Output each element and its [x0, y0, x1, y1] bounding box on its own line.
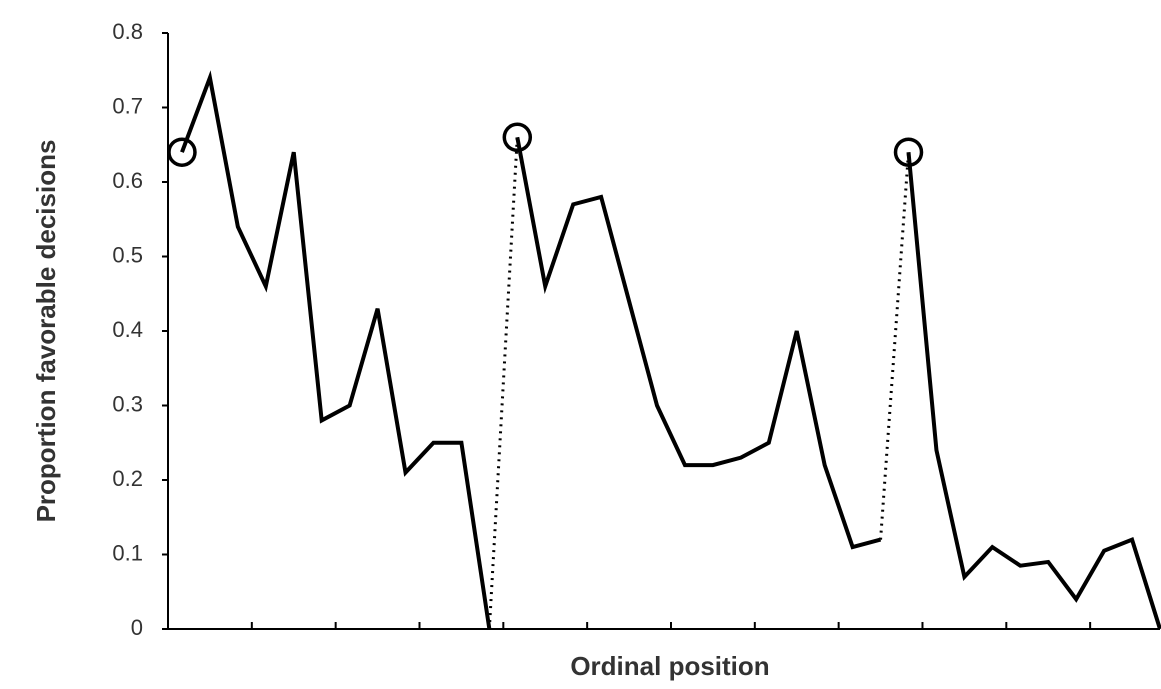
y-tick-label: 0.6 — [112, 168, 143, 193]
y-tick-label: 0.4 — [112, 317, 143, 342]
first-marker — [167, 137, 197, 167]
first-marker — [502, 122, 533, 153]
y-tick-label: 0 — [131, 615, 143, 640]
series-line — [906, 152, 1161, 630]
y-tick-label: 0.7 — [112, 93, 143, 118]
series-line — [180, 70, 492, 630]
y-tick-label: 0.8 — [112, 19, 143, 44]
y-tick-label: 0.5 — [112, 242, 143, 267]
y-tick-label: 0.1 — [112, 540, 143, 565]
connector — [487, 137, 519, 630]
x-axis-label: Ordinal position — [570, 651, 769, 681]
y-tick-label: 0.3 — [112, 391, 143, 416]
series-line — [515, 136, 882, 550]
y-tick-label: 0.2 — [112, 466, 143, 491]
connector — [879, 152, 911, 540]
y-axis-label: Proportion favorable decisions — [31, 140, 61, 523]
first-marker — [893, 137, 924, 167]
